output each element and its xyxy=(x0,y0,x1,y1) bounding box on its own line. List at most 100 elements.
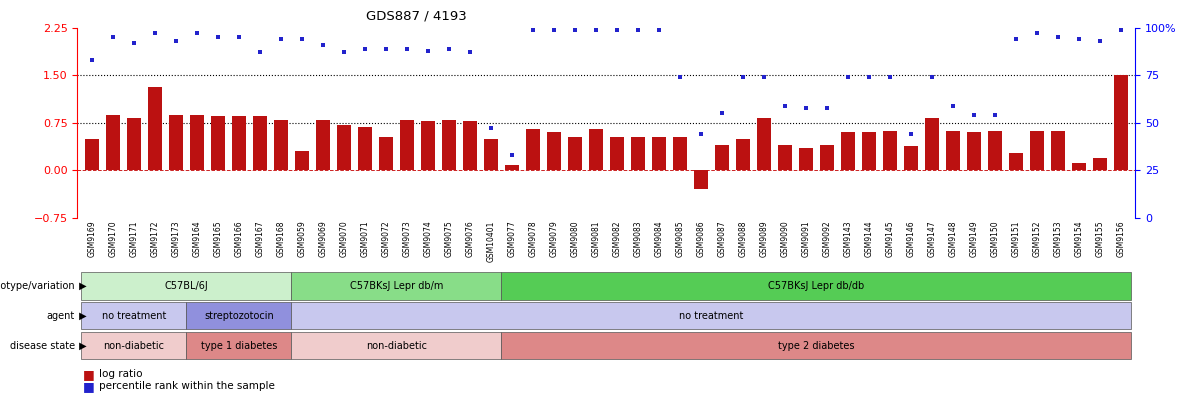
Bar xyxy=(1030,131,1044,170)
Bar xyxy=(694,170,707,189)
Bar xyxy=(253,116,266,170)
Point xyxy=(503,152,522,158)
Bar xyxy=(1009,152,1023,170)
Point xyxy=(838,74,857,80)
Bar xyxy=(82,302,187,329)
Point xyxy=(166,38,185,44)
Point xyxy=(125,40,144,46)
Point xyxy=(1049,34,1068,40)
Bar xyxy=(967,132,981,170)
Point xyxy=(923,74,942,80)
Bar xyxy=(338,125,351,170)
Text: disease state: disease state xyxy=(10,341,75,350)
Text: genotype/variation: genotype/variation xyxy=(0,281,75,291)
Point xyxy=(1006,36,1025,42)
Point xyxy=(817,105,836,111)
Text: type 1 diabetes: type 1 diabetes xyxy=(201,341,277,350)
Bar xyxy=(291,332,502,359)
Point xyxy=(523,27,542,33)
Point xyxy=(797,105,816,111)
Point xyxy=(397,46,416,52)
Point xyxy=(460,49,479,55)
Bar xyxy=(610,137,624,170)
Point xyxy=(671,74,690,80)
Bar xyxy=(82,332,187,359)
Point xyxy=(334,49,353,55)
Text: ▶: ▶ xyxy=(76,341,87,350)
Text: non-diabetic: non-diabetic xyxy=(103,341,164,350)
Text: ■: ■ xyxy=(83,380,95,392)
Bar xyxy=(291,302,1131,329)
Point xyxy=(229,34,249,40)
Text: log ratio: log ratio xyxy=(99,369,143,379)
Point xyxy=(145,30,164,36)
Bar xyxy=(291,272,502,300)
Bar xyxy=(149,87,162,170)
Bar xyxy=(862,132,875,170)
Point xyxy=(292,36,312,42)
Bar xyxy=(778,145,792,170)
Point xyxy=(1069,36,1088,42)
Bar xyxy=(484,139,498,170)
Bar xyxy=(505,165,518,170)
Point xyxy=(82,57,101,63)
Bar xyxy=(946,131,960,170)
Bar xyxy=(631,137,644,170)
Text: no treatment: no treatment xyxy=(679,311,743,321)
Bar xyxy=(127,118,140,170)
Text: C57BKsJ Lepr db/m: C57BKsJ Lepr db/m xyxy=(350,281,443,291)
Bar xyxy=(1072,163,1086,170)
Point xyxy=(208,34,227,40)
Bar xyxy=(316,120,329,170)
Bar xyxy=(799,148,812,170)
Bar xyxy=(442,120,455,170)
Bar xyxy=(1051,131,1064,170)
Point xyxy=(1027,30,1046,36)
Bar xyxy=(275,120,288,170)
Bar xyxy=(212,116,225,170)
Point xyxy=(1090,38,1109,44)
Text: C57BL/6J: C57BL/6J xyxy=(164,281,208,291)
Point xyxy=(482,125,501,131)
Text: streptozotocin: streptozotocin xyxy=(205,311,273,321)
Bar xyxy=(169,114,183,170)
Bar xyxy=(736,139,750,170)
Bar xyxy=(652,137,666,170)
Bar xyxy=(1093,158,1107,170)
Point xyxy=(691,131,710,137)
Point xyxy=(1112,27,1131,33)
Point xyxy=(628,27,647,33)
Bar xyxy=(841,132,855,170)
Point xyxy=(566,27,585,33)
Bar xyxy=(673,137,687,170)
Text: percentile rank within the sample: percentile rank within the sample xyxy=(99,381,275,391)
Bar xyxy=(421,121,435,170)
Point xyxy=(712,110,731,116)
Bar xyxy=(187,332,291,359)
Bar xyxy=(589,129,603,170)
Point xyxy=(440,46,459,52)
Point xyxy=(964,112,983,118)
Text: ■: ■ xyxy=(83,368,95,381)
Point xyxy=(943,103,962,109)
Bar xyxy=(187,302,291,329)
Bar xyxy=(883,131,897,170)
Point xyxy=(545,27,564,33)
Bar xyxy=(904,146,918,170)
Bar xyxy=(547,132,561,170)
Bar xyxy=(82,272,291,300)
Point xyxy=(103,34,122,40)
Point xyxy=(860,74,879,80)
Text: GDS887 / 4193: GDS887 / 4193 xyxy=(366,10,466,23)
Point xyxy=(377,46,396,52)
Point xyxy=(419,48,438,54)
Bar xyxy=(401,120,414,170)
Point xyxy=(986,112,1005,118)
Bar xyxy=(106,114,120,170)
Bar xyxy=(526,129,540,170)
Bar xyxy=(379,137,392,170)
Bar xyxy=(358,127,372,170)
Point xyxy=(271,36,290,42)
Point xyxy=(775,103,794,109)
Point xyxy=(734,74,753,80)
